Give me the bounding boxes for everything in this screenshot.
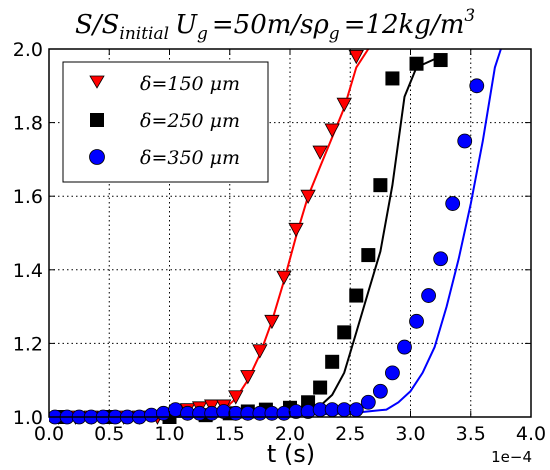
series-1-point [276, 270, 292, 286]
y-tick-label: 2.0 [13, 39, 43, 61]
series-3-point [372, 383, 388, 399]
grid [49, 49, 531, 417]
y-tick-label: 1.8 [13, 113, 43, 135]
x-tick-label: 2.0 [275, 423, 305, 445]
series-3-point [433, 251, 449, 267]
series-3-point [348, 402, 364, 418]
series-2-point [313, 380, 328, 395]
legend: δ=150 μm δ=250 μm δ=350 μm [62, 61, 269, 183]
series-3-point [360, 394, 376, 410]
series-1-point [348, 49, 364, 65]
series-2-point [433, 53, 448, 68]
y-tick-label: 1.6 [13, 186, 43, 208]
legend-label-series-1: δ=150 μm [140, 73, 240, 95]
series-1-point [300, 189, 316, 205]
x-tick-label: 1.5 [215, 423, 245, 445]
y-tick-label: 1.4 [13, 260, 43, 282]
series-2-point [385, 71, 400, 86]
series-3-point [385, 365, 400, 381]
series-2-point [349, 288, 364, 303]
legend-label-series-2: δ=250 μm [140, 110, 240, 132]
x-tick-label: 4.0 [516, 423, 546, 445]
series-1-point [240, 370, 256, 385]
series-2-point [409, 56, 424, 71]
series-3-point [469, 78, 485, 94]
x-tick-label: 2.5 [335, 423, 365, 445]
series-2-point [361, 248, 376, 263]
series-1-point [264, 314, 280, 330]
series-3-point [457, 133, 473, 149]
series-3-point [421, 288, 436, 303]
x-tick-label: 1.0 [154, 423, 184, 445]
series-1-point [288, 222, 304, 238]
x-axis-offset-label: 1e−4 [491, 448, 532, 466]
x-tick-label: 0.0 [34, 423, 64, 445]
x-tick-label: 3.5 [456, 423, 486, 445]
legend-circle-marker [89, 149, 105, 165]
series-3-point [445, 196, 461, 211]
series-2-point [373, 178, 388, 193]
y-tick-label: 1.2 [13, 333, 43, 355]
series-1-point [324, 123, 340, 138]
series-2-point [337, 325, 352, 340]
legend-triangle-marker [89, 75, 105, 89]
series-1-point [336, 97, 352, 113]
legend-square-marker [90, 113, 104, 127]
chart-title: S/Sinitial Ug =50m/sρg =12kg/m3 [75, 6, 475, 44]
axis-ticks: 0.0 0.5 1.0 1.5 2.0 2.5 3.0 3.5 4.0 1.0 1.2 1.4 1.6 1… [13, 39, 546, 445]
x-tick-label: 3.0 [395, 423, 425, 445]
series-3-point [409, 313, 424, 329]
legend-label-series-3: δ=350 μm [140, 147, 240, 169]
series-1-point [312, 145, 328, 160]
y-tick-label: 1.0 [13, 407, 43, 429]
x-tick-label: 0.5 [94, 423, 124, 445]
series-3-point [397, 339, 412, 355]
x-axis-label: t (s) [267, 440, 315, 468]
series-2-point [325, 354, 340, 369]
series-1-point [252, 344, 268, 359]
series-1-point [228, 390, 244, 405]
